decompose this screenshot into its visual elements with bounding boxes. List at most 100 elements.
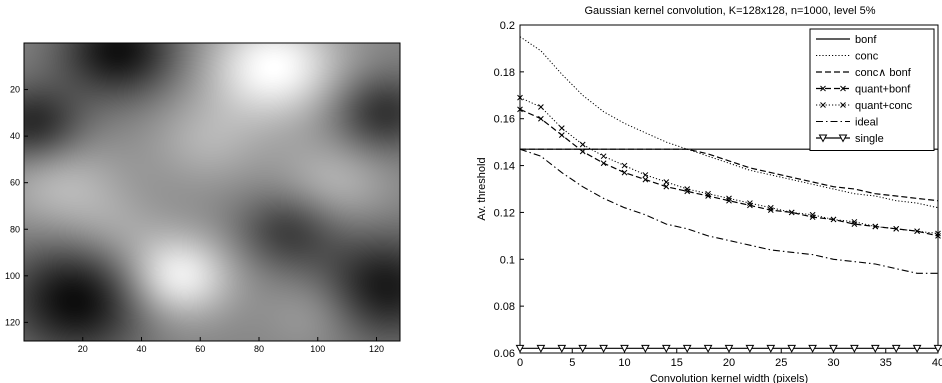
data-point <box>809 211 816 218</box>
data-point <box>538 104 544 110</box>
legend-label: ideal <box>855 117 878 129</box>
legend-label: quant+bonf <box>855 84 911 96</box>
y-tick-label: 0.1 <box>500 254 515 266</box>
legend-marker <box>818 134 828 143</box>
data-point <box>684 186 691 192</box>
data-point <box>808 344 817 353</box>
data-point <box>684 188 691 195</box>
legend-label: conc∧ bonf <box>855 67 912 79</box>
data-point <box>747 202 753 209</box>
legend-entry: ideal <box>816 117 878 129</box>
series-line <box>519 148 938 274</box>
data-point <box>893 225 900 232</box>
data-point <box>809 214 816 220</box>
heatmap-y-tick-label: 100 <box>5 271 20 281</box>
legend-entry: quant+bonf <box>816 84 911 96</box>
x-axis-label: Convolution kernel width (pixels) <box>650 373 808 383</box>
data-point <box>557 344 567 353</box>
line-chart-panel: Gaussian kernel convolution, K=128x128, … <box>476 5 942 383</box>
data-point <box>766 344 776 353</box>
heatmap-x-tick-label: 120 <box>369 344 384 354</box>
x-tick-label: 30 <box>827 357 839 369</box>
data-point <box>788 209 795 216</box>
x-tick-label: 5 <box>569 357 575 369</box>
data-point <box>935 230 941 237</box>
data-point <box>517 94 523 101</box>
series-6 <box>515 344 942 353</box>
heatmap-x-ticks: 20 40 60 80 100 120 <box>78 337 384 354</box>
legend-label: single <box>855 133 884 145</box>
data-point <box>851 218 858 225</box>
heatmap-y-tick-label: 120 <box>5 317 20 327</box>
data-point <box>829 344 838 353</box>
data-point <box>870 344 880 353</box>
data-point <box>579 141 586 148</box>
y-tick-label: 0.12 <box>494 207 515 219</box>
data-point <box>621 162 628 169</box>
heatmap-x-tick-label: 100 <box>310 344 325 354</box>
y-tick-label: 0.18 <box>494 67 515 79</box>
data-point <box>517 106 523 113</box>
y-tick-label: 0.06 <box>494 348 515 360</box>
data-point <box>914 228 920 235</box>
data-point <box>767 204 774 211</box>
series-2 <box>520 148 939 202</box>
data-point <box>538 115 544 122</box>
y-tick-label: 0.16 <box>494 114 515 126</box>
data-point <box>558 125 565 131</box>
data-point <box>600 153 607 160</box>
line-y-ticks: 0.06 0.08 0.1 0.12 0.14 0.16 0.18 0.2 <box>494 20 524 360</box>
data-point <box>599 344 608 353</box>
data-point <box>745 344 755 353</box>
data-point <box>600 160 607 167</box>
legend-entry: quant+conc <box>816 100 913 112</box>
data-point <box>620 344 629 353</box>
legend-marker <box>820 85 826 92</box>
data-point <box>747 200 753 206</box>
data-point <box>682 344 692 353</box>
legend-entry: conc <box>816 51 879 63</box>
heatmap-x-tick-label: 20 <box>78 344 88 354</box>
legend-label: conc <box>855 51 879 63</box>
data-point <box>724 344 734 353</box>
heatmap-y-ticks: 20 40 60 80 100 120 <box>5 85 28 327</box>
legend-label: bonf <box>855 34 877 46</box>
x-tick-label: 0 <box>517 357 523 369</box>
x-tick-label: 20 <box>723 357 735 369</box>
legend-entry: single <box>816 133 884 145</box>
data-point <box>663 179 670 185</box>
data-point <box>705 190 711 197</box>
chart-title: Gaussian kernel convolution, K=128x128, … <box>584 5 875 17</box>
data-point <box>935 233 941 239</box>
legend: bonf conc conc∧ bonf quant+bonf quant+conc id… <box>809 28 935 151</box>
legend-marker <box>838 134 848 143</box>
data-point <box>536 344 546 353</box>
line-x-ticks: 0 5 10 15 20 25 30 35 40 <box>517 349 942 369</box>
legend-marker <box>820 102 826 108</box>
y-axis-label: Av. threshold <box>476 157 488 220</box>
data-point <box>621 169 628 176</box>
heatmap-image <box>24 43 400 341</box>
y-tick-label: 0.2 <box>500 20 515 32</box>
series-5 <box>519 148 938 274</box>
heatmap-frame <box>23 42 401 342</box>
data-point <box>726 195 732 202</box>
y-tick-label: 0.08 <box>494 301 515 313</box>
data-point <box>705 193 711 199</box>
series-line <box>519 97 939 234</box>
y-tick-label: 0.14 <box>494 161 515 173</box>
data-point <box>515 344 525 353</box>
legend-label: quant+conc <box>855 100 913 112</box>
data-point <box>767 207 774 213</box>
heatmap-x-tick-label: 60 <box>195 344 205 354</box>
heatmap-y-tick-label: 80 <box>10 224 20 234</box>
heatmap-panel: 20 40 60 80 100 120 20 40 60 80 100 120 <box>5 42 401 354</box>
data-point <box>641 344 650 353</box>
data-point <box>661 344 671 353</box>
data-point <box>663 183 670 190</box>
x-tick-label: 10 <box>618 357 630 369</box>
series-line <box>520 148 939 202</box>
data-point <box>642 172 649 178</box>
series-line <box>519 108 939 237</box>
